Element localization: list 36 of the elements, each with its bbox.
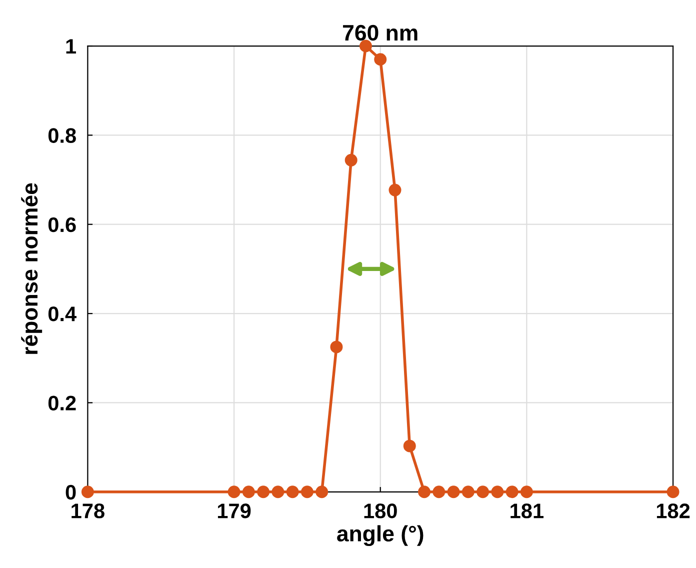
- point: [228, 486, 240, 498]
- point: [447, 486, 460, 498]
- point: [506, 486, 518, 498]
- point: [316, 486, 328, 498]
- point: [462, 486, 474, 498]
- y-tick-label: 1: [66, 39, 76, 54]
- point: [286, 486, 299, 498]
- point: [300, 486, 314, 498]
- point: [666, 486, 680, 498]
- x-axis-title: angle (°): [337, 525, 424, 546]
- point: [520, 486, 533, 498]
- x-tick-label: 182: [656, 504, 690, 518]
- y-tick-label: 0.2: [48, 396, 76, 410]
- y-tick-label: 0: [66, 484, 76, 500]
- point: [330, 340, 343, 354]
- point: [81, 486, 94, 498]
- x-tick-label: 180: [364, 504, 397, 518]
- point: [476, 486, 490, 498]
- point: [403, 440, 416, 452]
- point: [491, 486, 504, 498]
- point: [242, 486, 255, 498]
- point: [418, 486, 431, 498]
- y-tick-label: 0.8: [48, 128, 76, 143]
- y-tick-label: 0.4: [48, 306, 76, 322]
- x-tick-label: 178: [72, 504, 104, 518]
- x-tick-label: 179: [218, 504, 251, 518]
- x-tick-label: 181: [510, 504, 544, 518]
- point: [344, 154, 358, 166]
- y-tick-label: 0.6: [48, 217, 76, 232]
- point: [432, 486, 446, 498]
- chart-title: 760 nm: [343, 24, 418, 41]
- point: [272, 486, 284, 498]
- point: [388, 184, 402, 196]
- point: [374, 53, 387, 66]
- point: [257, 486, 270, 498]
- y-axis-title: réponse normée: [21, 183, 42, 354]
